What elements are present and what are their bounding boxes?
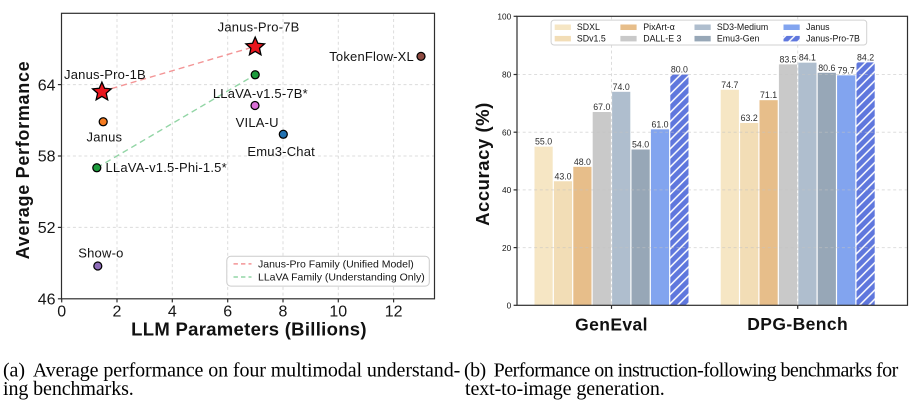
svg-text:Accuracy (%): Accuracy (%) [472,102,493,226]
svg-text:ing benchmarks.: ing benchmarks. [3,378,134,400]
svg-text:PixArt-α: PixArt-α [643,22,674,32]
svg-text:8: 8 [279,304,288,321]
svg-text:52: 52 [38,220,56,237]
svg-text:74.7: 74.7 [721,80,738,90]
svg-text:DALL-E 3: DALL-E 3 [643,34,681,44]
svg-text:LLaVA-v1.5-7B*: LLaVA-v1.5-7B* [213,86,308,101]
svg-text:83.5: 83.5 [779,54,796,64]
svg-text:GenEval: GenEval [575,315,648,335]
svg-text:Emu3-Gen: Emu3-Gen [717,34,760,44]
svg-text:SDv1.5: SDv1.5 [577,34,606,44]
svg-text:12: 12 [385,304,403,321]
svg-text:46: 46 [38,292,56,309]
svg-text:20: 20 [502,243,512,253]
svg-text:(a)Average performance on four: (a) Average performance on four multimoda… [3,360,460,382]
svg-text:54.0: 54.0 [632,140,649,150]
svg-text:48.0: 48.0 [574,157,591,167]
svg-text:SDXL: SDXL [577,22,600,32]
svg-text:LLaVA-v1.5-Phi-1.5*: LLaVA-v1.5-Phi-1.5* [106,160,227,175]
svg-text:67.0: 67.0 [593,102,610,112]
svg-text:61.0: 61.0 [651,119,668,129]
svg-text:55.0: 55.0 [535,137,552,147]
svg-text:71.1: 71.1 [760,90,777,100]
svg-text:79.7: 79.7 [838,65,855,75]
svg-text:10: 10 [329,304,347,321]
svg-text:74.0: 74.0 [613,82,630,92]
svg-text:Average Performance: Average Performance [13,61,33,260]
svg-text:80.0: 80.0 [671,65,688,75]
svg-text:Janus-Pro-7B: Janus-Pro-7B [218,20,300,35]
svg-text:58: 58 [38,149,56,166]
svg-text:VILA-U: VILA-U [236,115,279,130]
svg-text:43.0: 43.0 [554,171,571,181]
svg-text:2: 2 [113,304,122,321]
svg-text:4: 4 [168,304,177,321]
svg-text:84.1: 84.1 [799,53,816,63]
svg-text:80.6: 80.6 [818,63,835,73]
svg-text:100: 100 [497,12,511,22]
svg-text:80: 80 [502,70,512,80]
svg-text:60: 60 [502,127,512,137]
svg-text:0: 0 [57,304,66,321]
svg-text:text-to-image generation.: text-to-image generation. [465,378,665,400]
svg-text:0: 0 [507,301,512,311]
svg-text:Janus: Janus [87,130,123,145]
svg-text:DPG-Bench: DPG-Bench [747,314,848,334]
svg-text:SD3-Medium: SD3-Medium [717,22,768,32]
svg-text:Janus-Pro Family (Unified Mode: Janus-Pro Family (Unified Model) [258,258,414,270]
svg-text:Emu3-Chat: Emu3-Chat [247,144,315,159]
svg-text:Show-o: Show-o [78,245,123,260]
svg-text:(b)Performance on instruction-: (b) Performance on instruction-following … [464,360,899,382]
svg-text:TokenFlow-XL: TokenFlow-XL [329,49,414,64]
svg-text:LLM Parameters (Billions): LLM Parameters (Billions) [131,319,367,340]
svg-text:40: 40 [502,185,512,195]
svg-text:Janus: Janus [806,22,830,32]
svg-text:84.2: 84.2 [857,52,874,62]
svg-text:Janus-Pro-1B: Janus-Pro-1B [64,67,146,82]
svg-text:LLaVA Family (Understanding On: LLaVA Family (Understanding Only) [258,272,425,284]
svg-text:Janus-Pro-7B: Janus-Pro-7B [806,34,860,44]
svg-text:6: 6 [223,304,232,321]
svg-text:63.2: 63.2 [741,113,758,123]
svg-text:64: 64 [38,77,56,94]
